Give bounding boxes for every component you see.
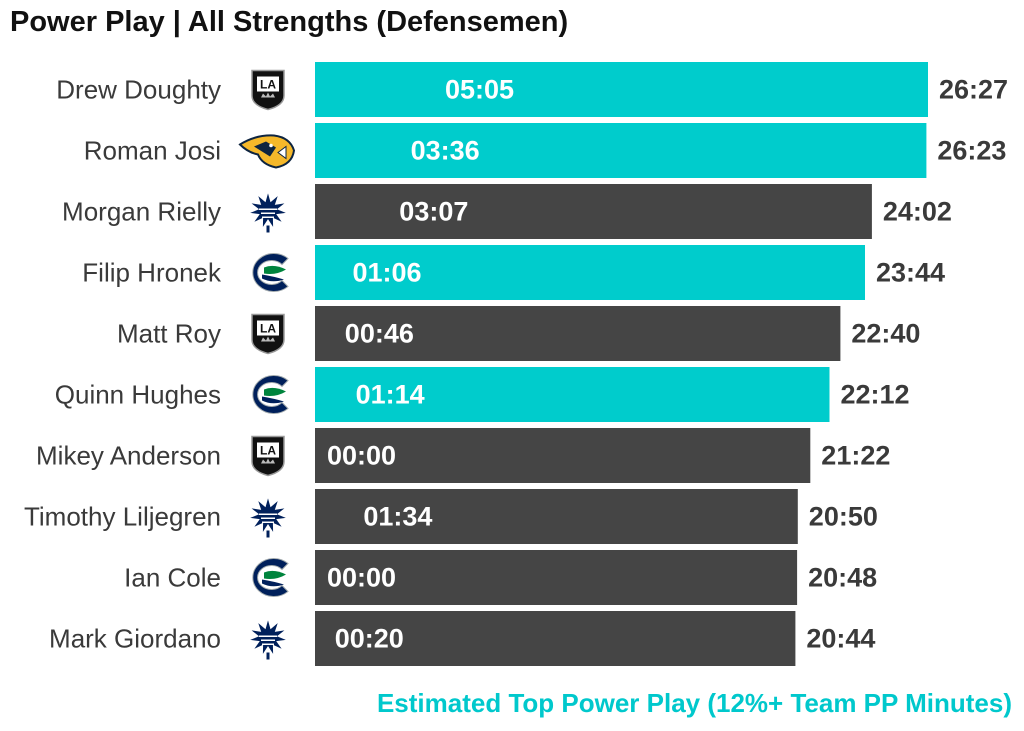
bar: [315, 184, 872, 239]
vancouver-canucks-icon: [252, 375, 289, 414]
pp-time-label: 03:07: [399, 197, 468, 227]
svg-text:LA: LA: [260, 78, 276, 92]
bar: [315, 123, 927, 178]
pp-time-label: 05:05: [445, 75, 514, 105]
toronto-maple-leafs-icon: [250, 193, 286, 233]
bar-row: Timothy Liljegren 01:34 20:50: [24, 489, 878, 544]
pp-time-label: 01:14: [356, 380, 425, 410]
svg-text:LA: LA: [260, 444, 276, 458]
player-label: Mark Giordano: [49, 624, 221, 654]
bar: [315, 611, 796, 666]
player-label: Ian Cole: [124, 563, 221, 593]
nashville-predators-icon: [238, 134, 296, 169]
la-kings-icon: LA: [251, 313, 285, 355]
bar-row: Roman Josi 03:36 26:23: [84, 123, 1006, 178]
bar-row: Quinn Hughes 01:14 22:12: [55, 367, 910, 422]
toi-value-label: 20:50: [809, 502, 878, 532]
bar: [315, 367, 830, 422]
pp-time-label: 03:36: [411, 136, 480, 166]
pp-time-label: 00:00: [327, 563, 396, 593]
bar: [315, 62, 928, 117]
la-kings-icon: LA: [251, 69, 285, 111]
chart-caption: Estimated Top Power Play (12%+ Team PP M…: [376, 688, 1012, 718]
player-label: Roman Josi: [84, 136, 221, 166]
toronto-maple-leafs-icon: [250, 620, 286, 660]
toi-value-label: 24:02: [883, 197, 952, 227]
bar: [315, 550, 798, 605]
vancouver-canucks-icon: [252, 558, 289, 597]
player-label: Quinn Hughes: [55, 380, 221, 410]
pp-time-label: 01:06: [353, 258, 422, 288]
toi-value-label: 26:23: [937, 136, 1006, 166]
bar-row: Filip Hronek 01:06 23:44: [82, 245, 945, 300]
bar: [315, 245, 865, 300]
toi-value-label: 20:48: [808, 563, 877, 593]
chart-title: Power Play | All Strengths (Defensemen): [10, 6, 569, 38]
player-label: Drew Doughty: [56, 75, 221, 105]
player-label: Matt Roy: [117, 319, 221, 349]
toi-value-label: 22:12: [841, 380, 910, 410]
bar-row: Ian Cole 00:00 20:48: [124, 550, 877, 605]
bar: [315, 428, 811, 483]
pp-time-label: 00:20: [335, 624, 404, 654]
svg-text:LA: LA: [260, 322, 276, 336]
la-kings-icon: LA: [251, 435, 285, 477]
player-label: Mikey Anderson: [36, 441, 221, 471]
player-label: Timothy Liljegren: [24, 502, 221, 532]
bar-row: Drew Doughty LA 05:05 26:27: [56, 62, 1008, 117]
pp-time-label: 00:00: [327, 441, 396, 471]
toi-value-label: 23:44: [876, 258, 945, 288]
pp-time-label: 01:34: [363, 502, 432, 532]
bar: [315, 306, 841, 361]
bar-row: Morgan Rielly 03:07 24:02: [62, 184, 952, 239]
toi-value-label: 26:27: [939, 75, 1008, 105]
bar: [315, 489, 798, 544]
player-label: Morgan Rielly: [62, 197, 221, 227]
toronto-maple-leafs-icon: [250, 498, 286, 538]
bar-row: Matt Roy LA 00:46 22:40: [117, 306, 920, 361]
pp-time-label: 00:46: [345, 319, 414, 349]
vancouver-canucks-icon: [252, 253, 289, 292]
toi-value-label: 21:22: [821, 441, 890, 471]
bar-row: Mark Giordano 00:20 20:44: [49, 611, 875, 666]
player-label: Filip Hronek: [82, 258, 222, 288]
toi-value-label: 20:44: [806, 624, 875, 654]
toi-value-label: 22:40: [851, 319, 920, 349]
bar-row: Mikey Anderson LA 00:00 21:22: [36, 428, 890, 483]
